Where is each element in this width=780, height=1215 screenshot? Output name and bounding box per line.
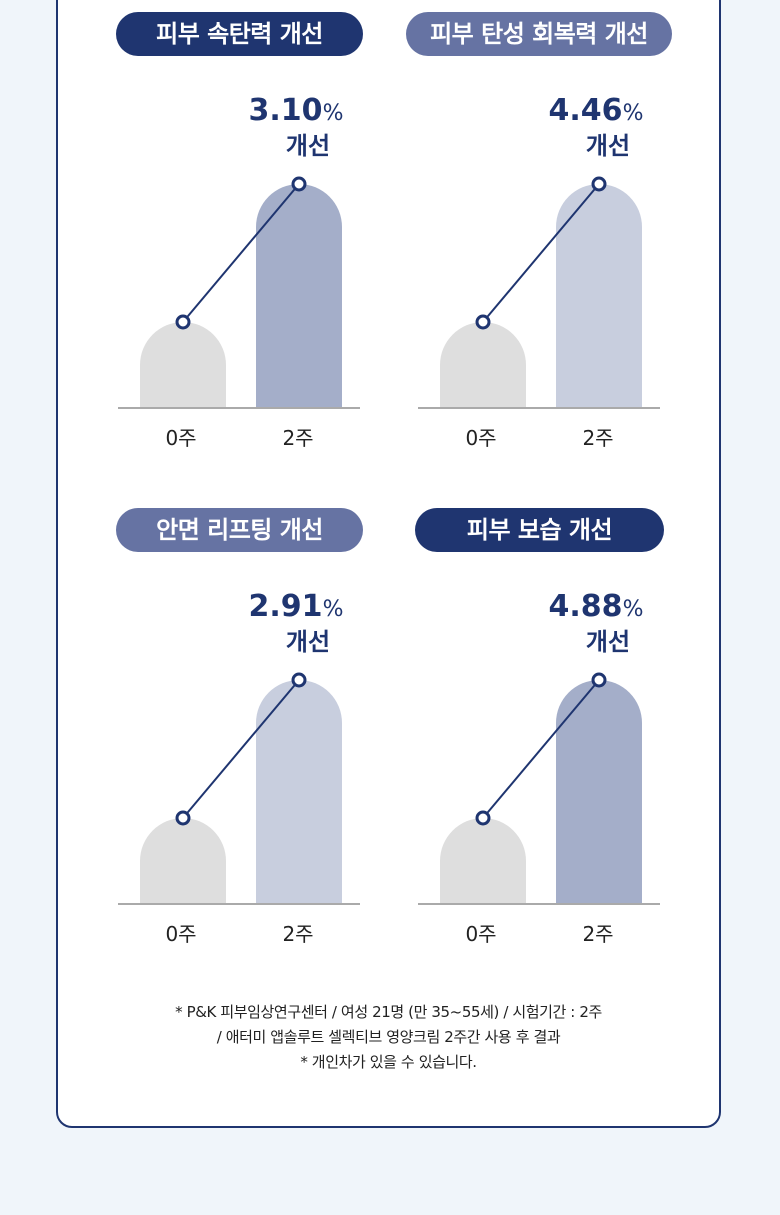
footnote-line: / 애터미 앱솔루트 셀렉티브 영양크림 2주간 사용 후 결과 [216,1028,561,1046]
bar [256,184,342,408]
chart-panel-firmness: 피부 속탄력 개선 3.10% 개선 0주 2주 [108,0,408,470]
improvement-unit: % [322,597,344,622]
improvement-number: 4.46 [548,93,623,128]
improvement-value: 4.46% [536,92,656,134]
bar [440,818,526,904]
bar [556,184,642,408]
x-tick-label: 0주 [465,922,497,946]
improvement-number: 3.10 [248,93,323,128]
chart-title-pill: 피부 탄성 회복력 개선 [406,12,672,56]
improvement-value: 2.91% [236,588,356,630]
improvement-unit: % [322,101,344,126]
x-tick-label: 2주 [582,922,614,946]
data-point-marker [175,314,191,330]
improvement-value: 3.10% [236,92,356,134]
x-tick-label: 2주 [282,426,314,450]
chart-panel-elasticity: 피부 탄성 회복력 개선 4.46% 개선 0주 2주 [406,0,708,470]
data-point-marker [475,810,491,826]
trend-line [182,183,300,323]
bar [140,818,226,904]
x-tick-label: 0주 [165,426,197,450]
data-point-marker [291,176,307,192]
bar-chart [118,176,360,409]
improvement-unit: % [622,597,644,622]
improvement-label: 개선 [285,132,331,160]
bar [256,680,342,904]
x-tick-label: 0주 [165,922,197,946]
bar-chart [418,672,660,905]
chart-title-pill: 안면 리프팅 개선 [116,508,363,552]
chart-panel-lifting: 안면 리프팅 개선 2.91% 개선 0주 2주 [108,496,408,966]
footnote-line: * 개인차가 있을 수 있습니다. [300,1053,477,1071]
improvement-number: 2.91 [248,589,323,624]
x-tick-label: 2주 [282,922,314,946]
improvement-label: 개선 [285,628,331,656]
data-point-marker [591,176,607,192]
x-tick-label: 2주 [582,426,614,450]
trend-line [482,183,600,323]
chart-title-pill: 피부 속탄력 개선 [116,12,363,56]
data-point-marker [291,672,307,688]
x-tick-label: 0주 [465,426,497,450]
improvement-number: 4.88 [548,589,623,624]
improvement-label: 개선 [585,628,631,656]
bar [556,680,642,904]
bar [440,322,526,408]
footnote-line: * P&K 피부임상연구센터 / 여성 21명 (만 35~55세) / 시험기… [175,1003,602,1021]
bar-chart [118,672,360,905]
data-point-marker [591,672,607,688]
data-point-marker [475,314,491,330]
chart-title-pill: 피부 보습 개선 [415,508,664,552]
bar [140,322,226,408]
improvement-label: 개선 [585,132,631,160]
data-point-marker [175,810,191,826]
trend-line [482,679,600,819]
study-footnote: * P&K 피부임상연구센터 / 여성 21명 (만 35~55세) / 시험기… [56,1000,721,1075]
improvement-value: 4.88% [536,588,656,630]
chart-panel-moisture: 피부 보습 개선 4.88% 개선 0주 2주 [408,496,708,966]
trend-line [182,679,300,819]
bar-chart [418,176,660,409]
improvement-unit: % [622,101,644,126]
